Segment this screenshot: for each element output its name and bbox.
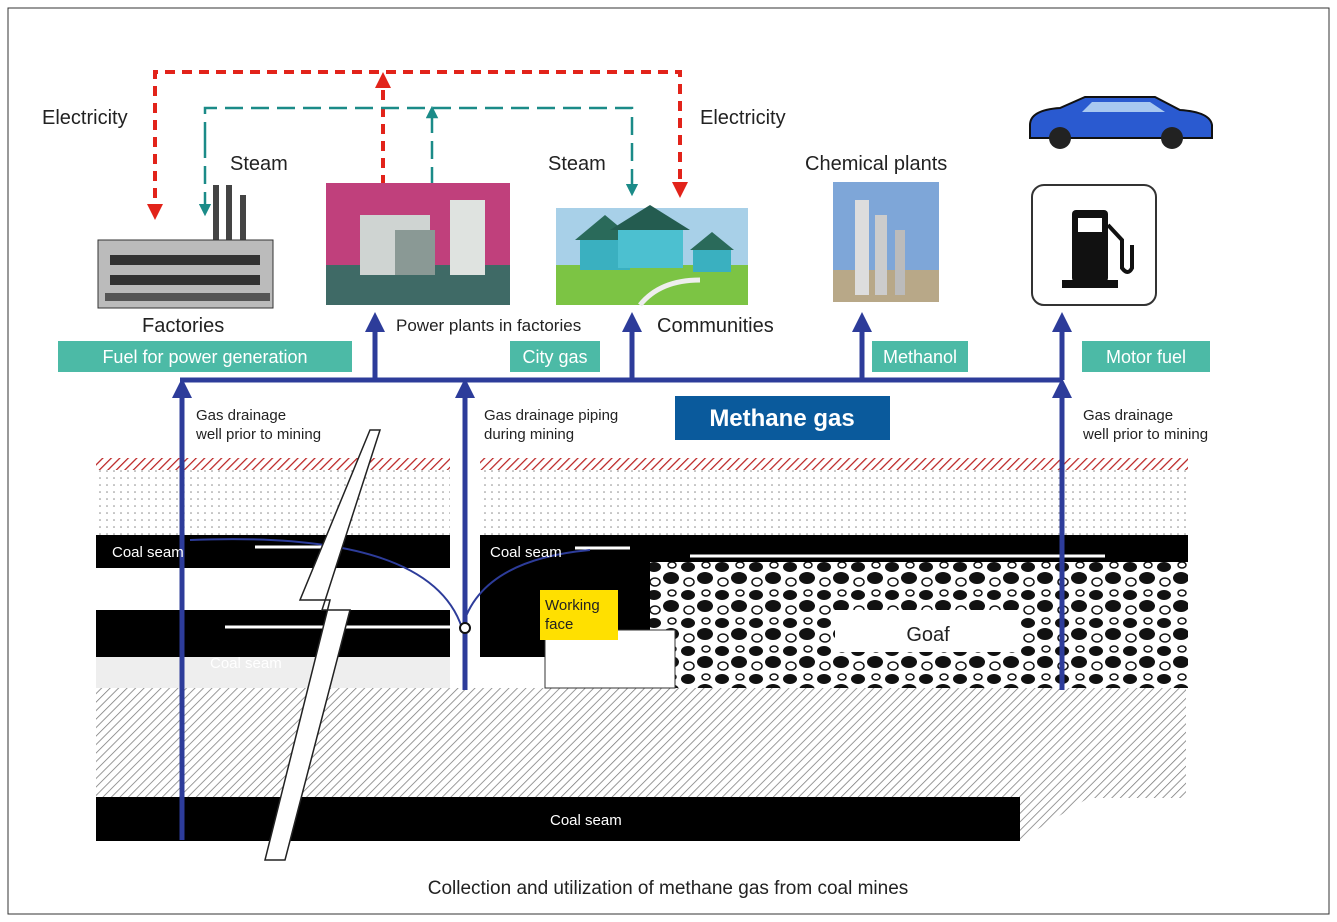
label: Electricity — [700, 107, 786, 129]
steam-line — [205, 108, 632, 190]
label: Power plants in factories — [396, 316, 581, 335]
gas-pump-icon — [1032, 185, 1156, 305]
car-icon — [1030, 97, 1212, 149]
label: Steam — [230, 153, 288, 175]
seam-label: Coal seam — [550, 812, 622, 829]
label: Steam — [548, 153, 606, 175]
seam-label: Coal seam — [490, 544, 562, 561]
label: Chemical plants — [805, 153, 947, 175]
methane-label: Methane gas — [709, 405, 854, 432]
label: Electricity — [42, 107, 128, 129]
page: Electricity Electricity Steam Steam Chem… — [0, 0, 1337, 922]
factory-icon — [98, 185, 273, 308]
label: Goaf — [906, 624, 950, 646]
line: during mining — [484, 426, 574, 443]
line: Gas drainage — [196, 407, 286, 424]
communities-image — [556, 205, 748, 305]
strata — [96, 430, 1188, 860]
chemical-plant-image — [833, 182, 939, 302]
line: Gas drainage piping — [484, 407, 618, 424]
line: well prior to mining — [1082, 426, 1208, 443]
use-label: Fuel for power generation — [102, 347, 307, 367]
use-label: Motor fuel — [1106, 347, 1186, 367]
seam-label: Coal seam — [112, 544, 184, 561]
label: Factories — [142, 315, 224, 337]
valve — [460, 623, 470, 633]
power-plant-image — [326, 183, 510, 305]
use-label: Methanol — [883, 347, 957, 367]
caption: Collection and utilization of methane ga… — [428, 878, 909, 899]
label: Gas drainage piping during mining — [484, 407, 618, 443]
label: Communities — [657, 315, 774, 337]
line: well prior to mining — [195, 426, 321, 443]
seam-label: Coal seam — [210, 655, 282, 672]
line: face — [545, 616, 573, 633]
label: Gas drainage well prior to mining — [195, 407, 321, 443]
line: Working — [545, 597, 600, 614]
line: Gas drainage — [1083, 407, 1173, 424]
use-label: City gas — [522, 347, 587, 367]
diagram: Electricity Electricity Steam Steam Chem… — [0, 0, 1337, 922]
label: Gas drainage well prior to mining — [1082, 407, 1208, 443]
